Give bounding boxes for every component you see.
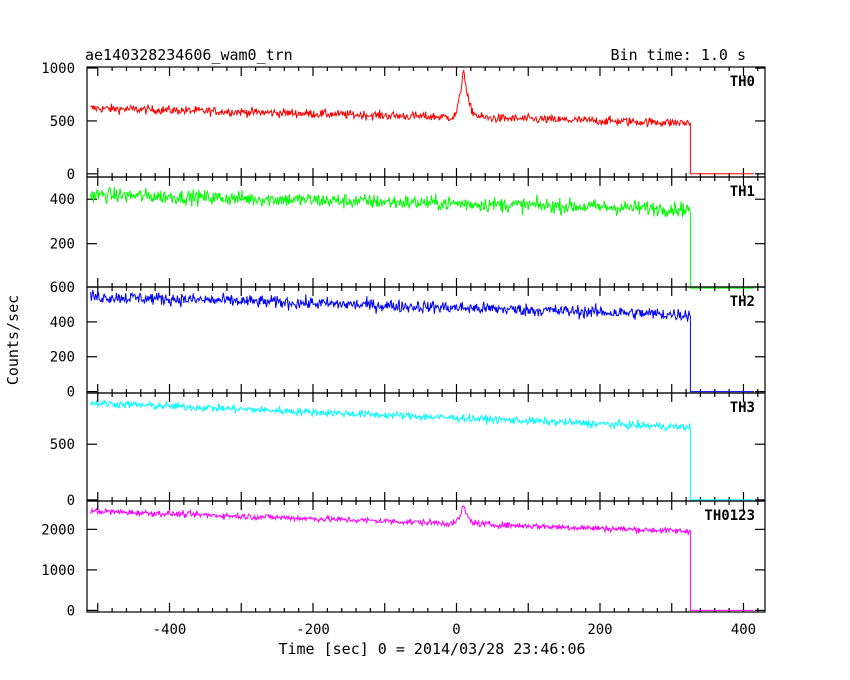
series-line-th3	[90, 399, 755, 501]
x-tick-label: -200	[296, 622, 330, 638]
panel-label-th2: TH2	[730, 294, 755, 310]
y-tick-label: 2000	[41, 522, 75, 538]
panel-label-th3: TH3	[730, 400, 755, 416]
x-axis-label: Time [sec] 0 = 2014/03/28 23:46:06	[278, 640, 585, 658]
y-tick-label: 600	[50, 280, 75, 296]
bin-time-label: Bin time: 1.0 s	[611, 46, 746, 64]
y-tick-label: 400	[50, 315, 75, 331]
x-tick-label: 0	[452, 622, 460, 638]
y-axis-label: Counts/sec	[4, 295, 22, 385]
y-tick-label: 1000	[41, 563, 75, 579]
panel-label-th0123: TH0123	[704, 508, 755, 524]
series-line-th0123	[90, 504, 755, 611]
y-tick-label: 200	[50, 350, 75, 366]
series-line-th2	[90, 289, 755, 393]
panel-frame-th2	[86, 286, 766, 394]
y-tick-label: 500	[50, 437, 75, 453]
y-tick-label: 0	[67, 167, 75, 183]
y-tick-label: 0	[67, 603, 75, 619]
x-tick-label: 400	[731, 622, 756, 638]
x-tick-label: -400	[153, 622, 187, 638]
panel-frame-th0123	[86, 500, 766, 613]
panels: 0 500 1000 TH0 200 400 TH1 0 200 400 600 TH2 0 500 TH3…	[41, 61, 766, 638]
y-tick-label: 200	[50, 237, 75, 253]
chart-title: ae140328234606_wam0_trn	[85, 46, 293, 64]
series-line-th0	[90, 68, 755, 175]
y-tick-label: 1000	[41, 61, 75, 77]
y-tick-label: 0	[67, 385, 75, 401]
series-line-th1	[90, 186, 755, 289]
x-tick-label: 200	[587, 622, 612, 638]
y-tick-label: 500	[50, 114, 75, 130]
y-tick-label: 0	[67, 493, 75, 509]
panel-frame-th3	[86, 392, 766, 502]
y-tick-label: 400	[50, 192, 75, 208]
panel-label-th1: TH1	[730, 184, 755, 200]
panel-label-th0: TH0	[730, 74, 755, 90]
